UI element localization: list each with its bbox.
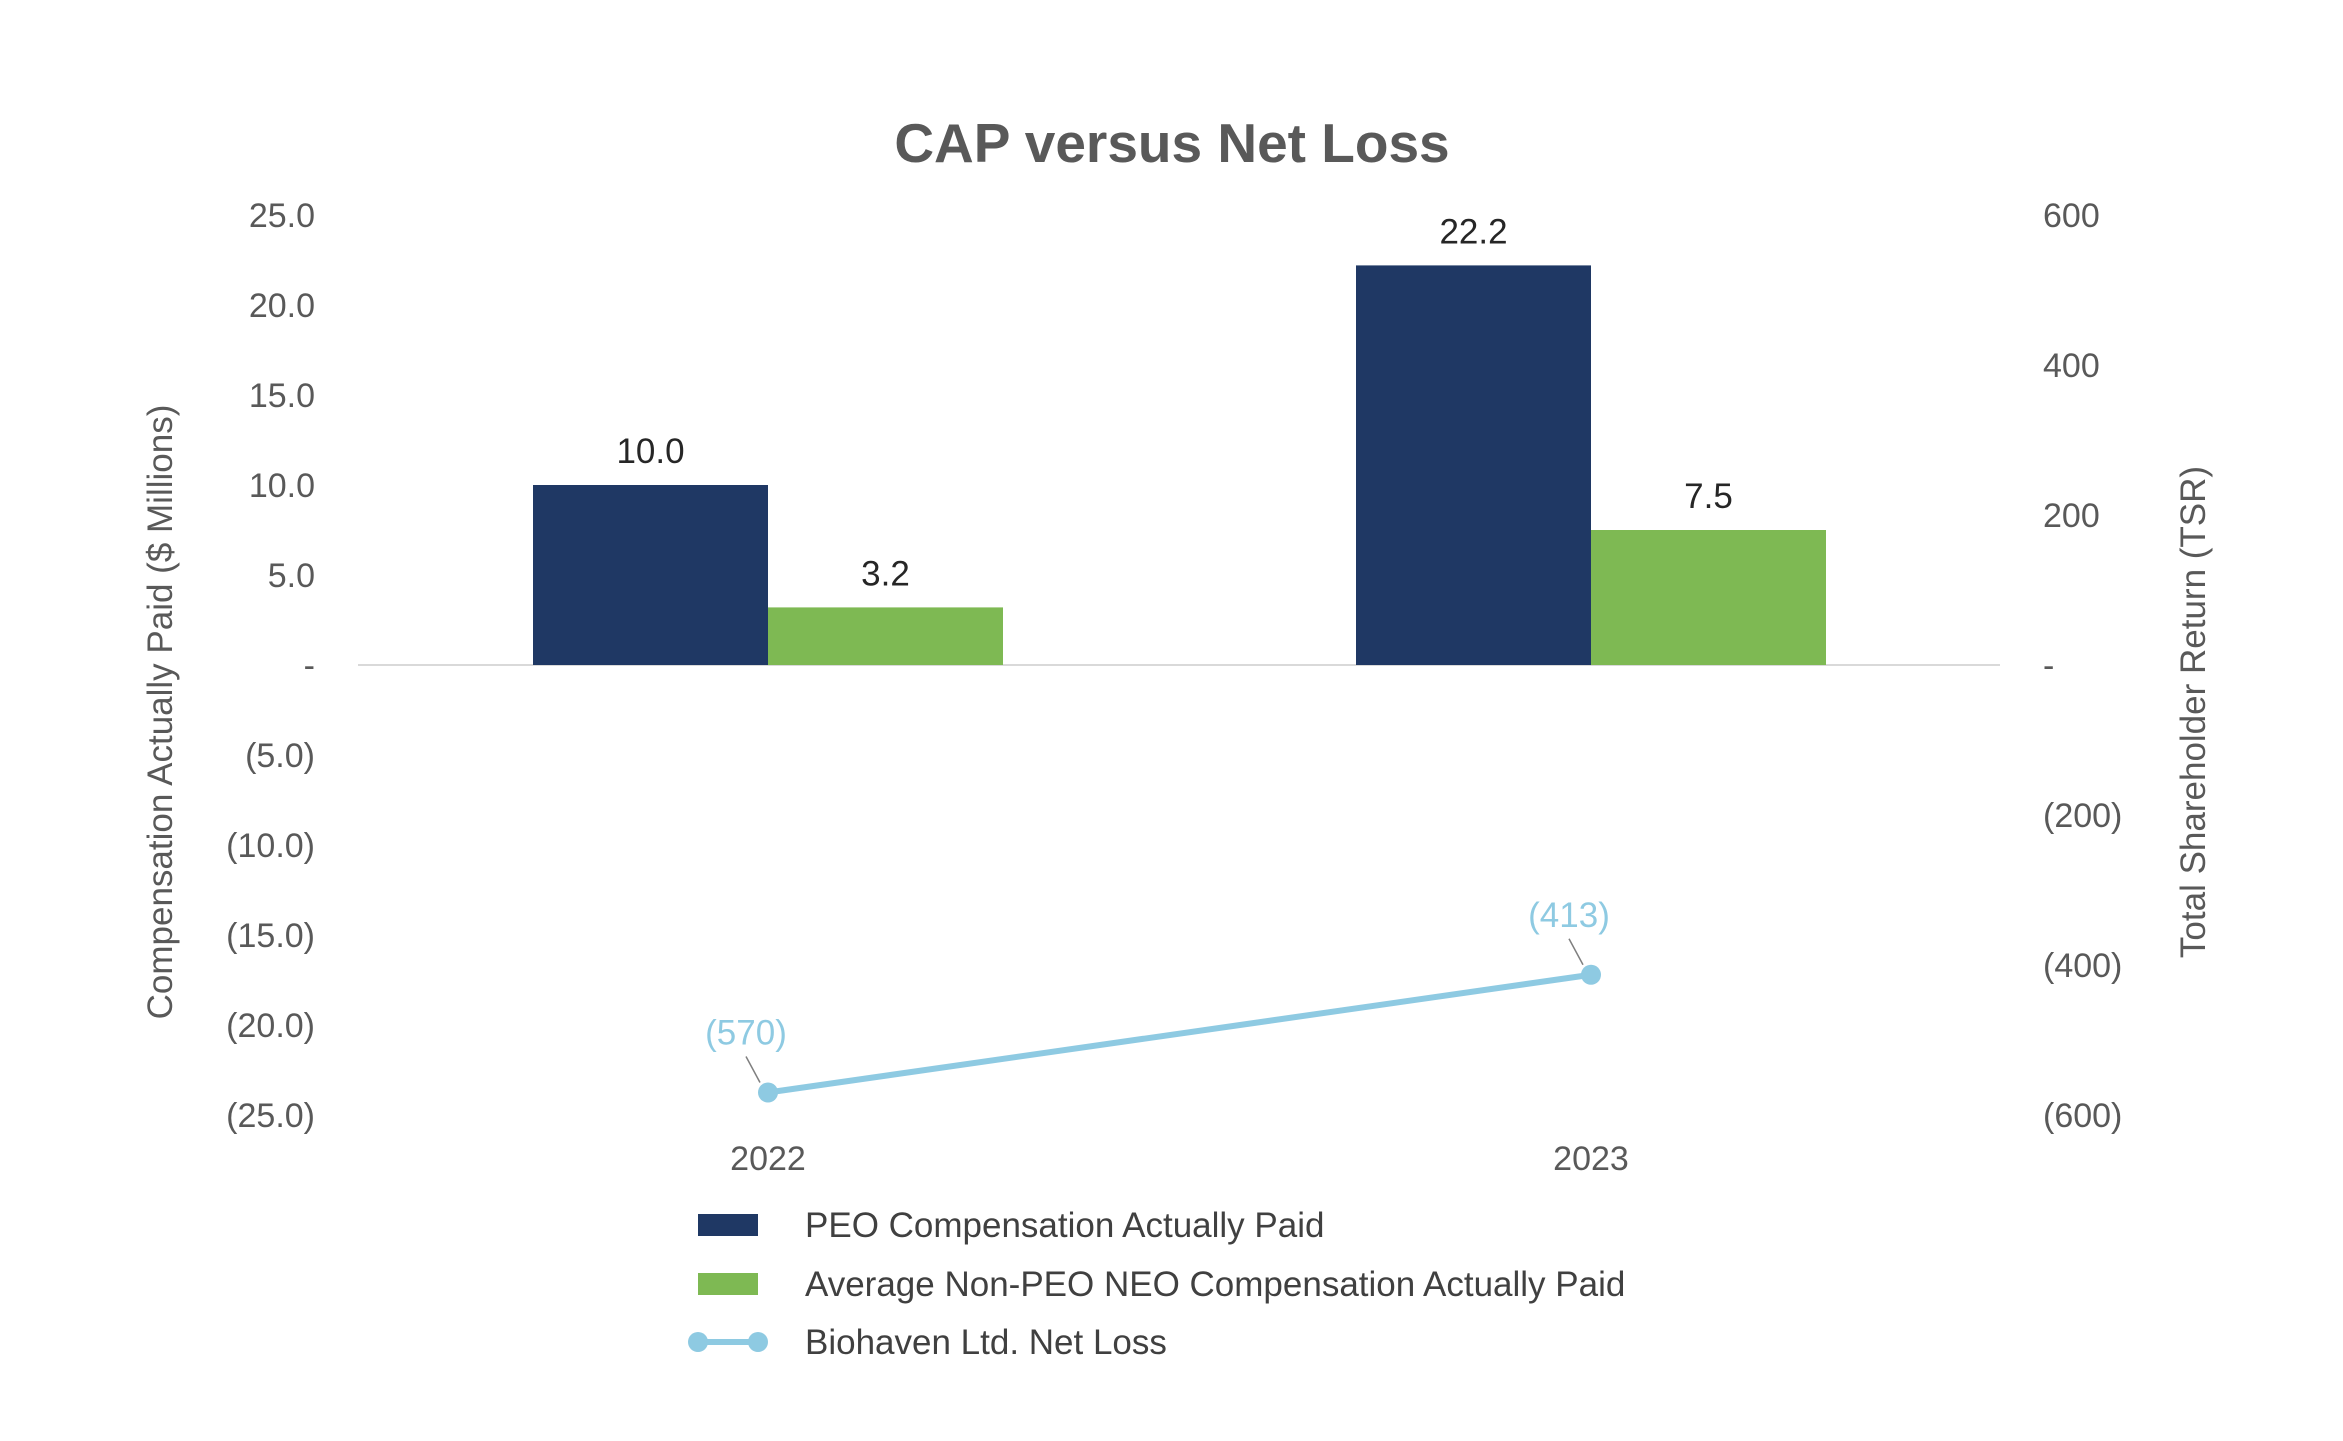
left-tick-label: 25.0 [249,197,315,235]
right-axis-label: Total Shareholder Return (TSR) [2174,466,2213,958]
right-tick-label: (200) [2043,797,2122,835]
right-tick-label: (600) [2043,1097,2122,1135]
legend-swatch [698,1273,758,1295]
net-loss-line [767,971,1592,1096]
left-tick-label: 20.0 [249,287,315,325]
right-tick-label: 600 [2043,197,2100,235]
right-tick-label: - [2043,647,2054,685]
x-tick-label: 2022 [730,1140,806,1178]
left-tick-label: - [304,647,315,685]
x-axis-ticks: 2022 2023 [730,1140,1629,1178]
left-tick-label: (15.0) [226,917,315,955]
right-tick-label: 400 [2043,347,2100,385]
bar-peo-2023 [1356,265,1591,665]
legend: PEO Compensation Actually Paid Average No… [688,1206,1625,1362]
bar-non-peo-2023 [1591,530,1826,665]
net-loss-data-label: (570) [705,1014,787,1053]
bar-peo-2022 [533,485,768,665]
net-loss-point-2023 [1581,964,1601,985]
bar-data-label: 7.5 [1684,477,1733,516]
legend-label: Biohaven Ltd. Net Loss [805,1323,1167,1362]
legend-swatch [698,1214,758,1236]
line-series-group: (570) (413) [705,896,1610,1103]
legend-marker [748,1332,768,1352]
left-axis-ticks: 25.0 20.0 15.0 10.0 5.0 - (5.0) (10.0) (15.0) (20… [226,197,315,1135]
left-tick-label: (5.0) [245,737,315,775]
left-tick-label: (10.0) [226,827,315,865]
right-tick-label: (400) [2043,947,2122,985]
leader-line [745,1056,761,1083]
left-tick-label: 5.0 [268,557,315,595]
leader-line [1568,938,1584,966]
left-tick-label: 10.0 [249,467,315,505]
legend-label: PEO Compensation Actually Paid [805,1206,1324,1245]
bar-non-peo-2022 [768,607,1003,665]
left-axis-label: Compensation Actually Paid ($ Millions) [141,405,180,1020]
chart-title: CAP versus Net Loss [894,112,1449,174]
legend-marker [688,1332,708,1352]
left-tick-label: 15.0 [249,377,315,415]
bar-group: 10.0 22.2 3.2 7.5 [533,212,1826,665]
x-tick-label: 2023 [1553,1140,1629,1178]
right-tick-label: 200 [2043,497,2100,535]
bar-data-label: 22.2 [1439,212,1507,251]
left-tick-label: (20.0) [226,1007,315,1045]
bar-data-label: 10.0 [616,432,684,471]
net-loss-data-label: (413) [1528,896,1610,935]
net-loss-point-2022 [758,1082,778,1103]
left-tick-label: (25.0) [226,1097,315,1135]
bar-data-label: 3.2 [861,554,910,593]
right-axis-ticks: 600 400 200 - (200) (400) (600) [2043,197,2122,1135]
legend-label: Average Non-PEO NEO Compensation Actuall… [805,1265,1625,1304]
